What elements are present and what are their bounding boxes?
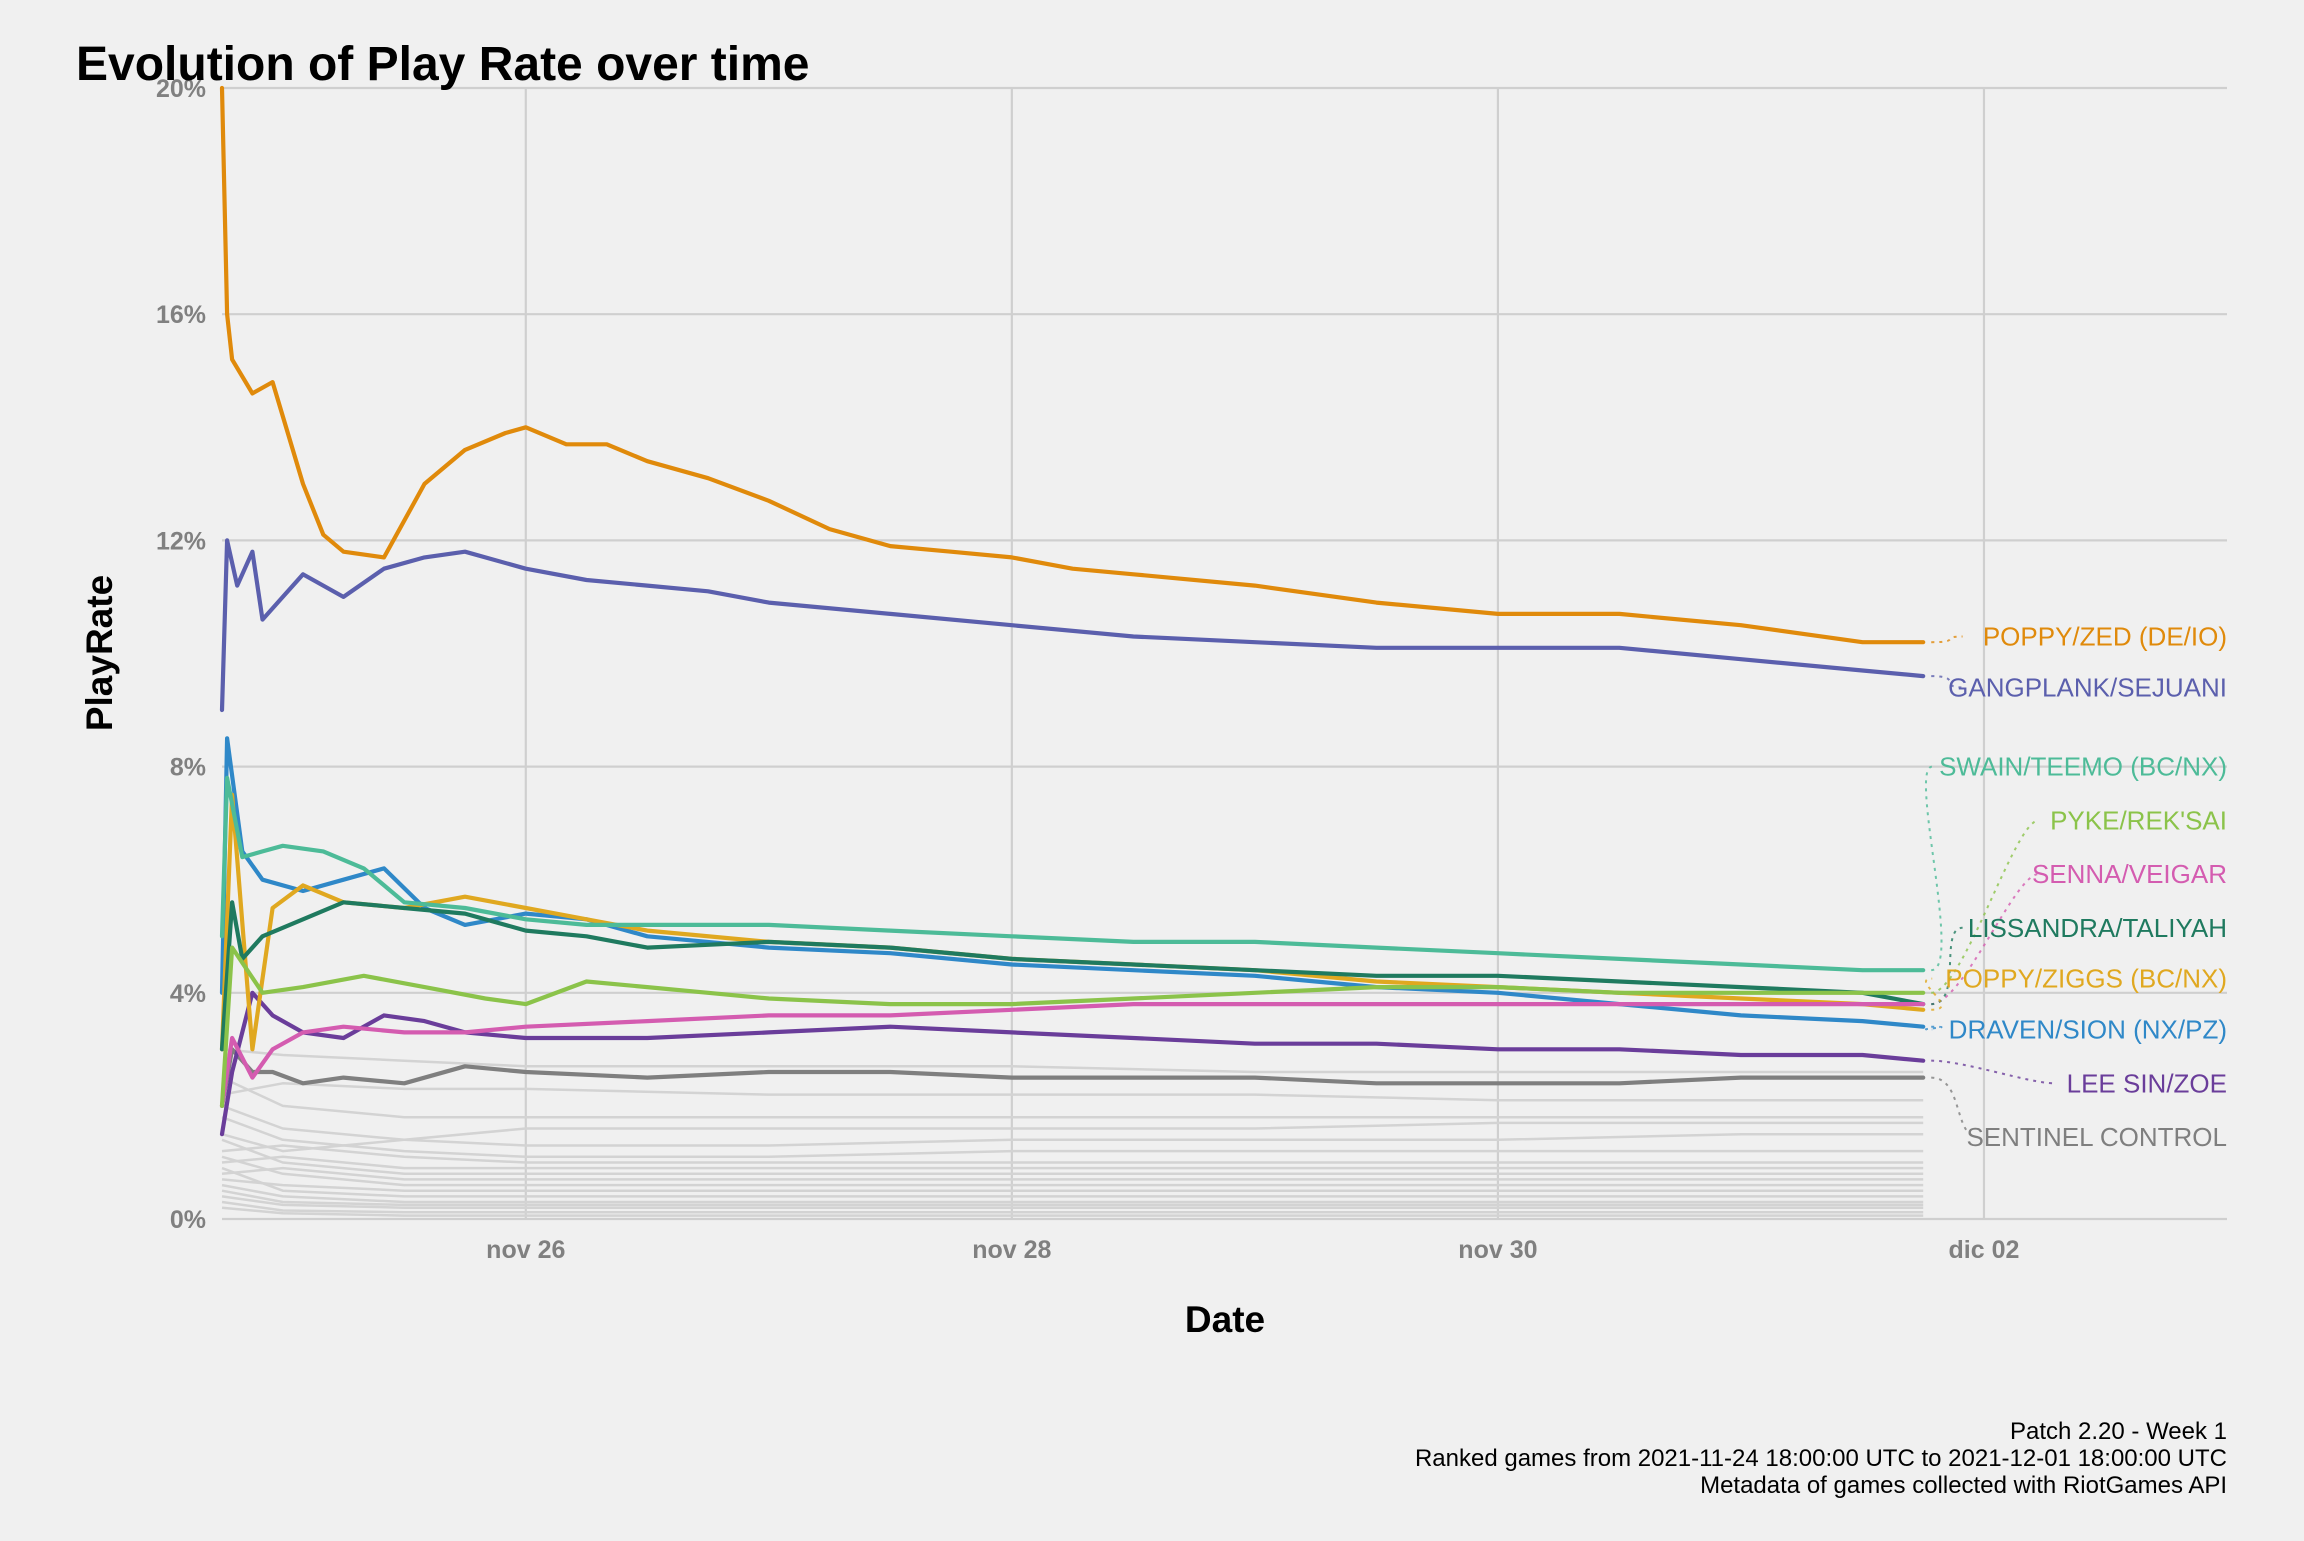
y-tick-label: 20% — [156, 75, 206, 103]
series-labels: POPPY/ZED (DE/IO) GANGPLANK/SEJUANI SWAIN/… — [1924, 622, 2227, 1152]
series-label: LEE SIN/ZOE — [2067, 1068, 2227, 1098]
x-tick-label: nov 26 — [486, 1236, 565, 1264]
series-label: LISSANDRA/TALIYAH — [1968, 913, 2227, 943]
x-tick-label: dic 02 — [1949, 1236, 2020, 1264]
background-series-line — [221, 1206, 1924, 1217]
series-label: DRAVEN/SION (NX/PZ) — [1949, 1015, 2227, 1045]
background-series-line — [221, 1178, 1924, 1192]
series-line — [219, 538, 1926, 713]
x-axis-title: Date — [1185, 1299, 1265, 1340]
y-tick-label: 0% — [170, 1206, 206, 1234]
series-label: GANGPLANK/SEJUANI — [1948, 672, 2227, 702]
background-series-line — [221, 1144, 1924, 1164]
background-series-line — [221, 1082, 1924, 1102]
y-tick-label: 8% — [170, 754, 206, 782]
background-series-line — [221, 1155, 1924, 1170]
y-tick-label: 4% — [170, 980, 206, 1008]
series-label: PYKE/REK'SAI — [2050, 805, 2227, 835]
label-leader-line — [1931, 819, 2039, 994]
background-series-line — [221, 1166, 1924, 1198]
series-line — [219, 1001, 1926, 1109]
y-axis-title: PlayRate — [79, 575, 120, 731]
chart-title: Evolution of Play Rate over time — [76, 38, 810, 91]
caption: Patch 2.20 - Week 1 Ranked games from 20… — [1415, 1418, 2227, 1499]
caption-line: Metadata of games collected with RiotGam… — [1700, 1472, 2227, 1499]
background-series-line — [221, 1189, 1924, 1207]
y-tick-label: 16% — [156, 301, 206, 329]
series-label: SENTINEL CONTROL — [1966, 1122, 2227, 1152]
background-series-line — [221, 1183, 1924, 1204]
background-series-line — [221, 1116, 1924, 1159]
series-line — [219, 990, 1926, 1137]
background-series-line — [221, 1048, 1924, 1074]
series-label: POPPY/ZIGGS (BC/NX) — [1945, 964, 2227, 994]
highlighted-series-group — [219, 85, 1926, 1137]
series-line — [219, 775, 1926, 973]
background-series-line — [221, 1138, 1924, 1176]
series-line — [219, 85, 1926, 645]
caption-line: Patch 2.20 - Week 1 — [2010, 1418, 2227, 1445]
caption-line: Ranked games from 2021-11-24 18:00:00 UT… — [1415, 1445, 2227, 1472]
y-tick-label: 12% — [156, 527, 206, 555]
background-series-line — [221, 1155, 1924, 1187]
label-leader-line — [1931, 1076, 1978, 1138]
axes: 0% 4% 8% 12% 16% 20% nov 26 nov 28 nov 30 dic 02 — [156, 75, 2019, 1264]
series-line — [219, 900, 1926, 1052]
series-line — [219, 1047, 1926, 1109]
background-series-group — [221, 1048, 1924, 1217]
series-label: POPPY/ZED (DE/IO) — [1983, 622, 2227, 652]
series-label: SWAIN/TEEMO (BC/NX) — [1939, 752, 2227, 782]
label-leader-line — [1931, 1059, 2054, 1085]
x-tick-label: nov 30 — [1458, 1236, 1537, 1264]
background-series-line — [221, 1076, 1924, 1119]
background-series-line — [221, 1104, 1924, 1147]
background-series-line — [221, 1166, 1924, 1181]
series-line — [219, 945, 1926, 1109]
series-line — [219, 736, 1926, 1029]
background-series-line — [221, 1195, 1924, 1209]
label-leader-line — [1924, 765, 1943, 972]
label-leader-line — [1924, 977, 1943, 1011]
x-tick-label: nov 28 — [972, 1236, 1051, 1264]
label-leader-line — [1931, 873, 2039, 1006]
background-series-line — [221, 1200, 1924, 1214]
label-leader-line — [1924, 1025, 1943, 1031]
series-label: SENNA/VEIGAR — [2032, 859, 2227, 889]
